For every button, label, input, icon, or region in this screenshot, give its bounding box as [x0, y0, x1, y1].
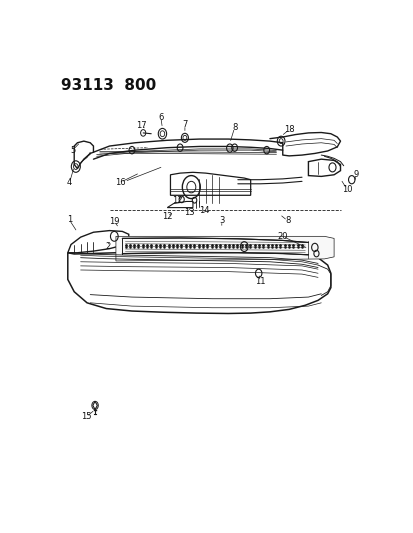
Text: 5: 5 [70, 146, 75, 155]
Text: 18: 18 [283, 125, 294, 134]
Text: 6: 6 [158, 113, 163, 122]
Text: 1: 1 [66, 215, 72, 224]
Text: 4: 4 [66, 179, 72, 188]
Text: 15: 15 [81, 413, 91, 422]
Text: 3: 3 [218, 216, 224, 225]
Text: 8: 8 [284, 216, 290, 225]
Text: 9: 9 [353, 170, 358, 179]
Text: 17: 17 [136, 121, 147, 130]
Text: 16: 16 [115, 177, 126, 187]
Text: 93113  800: 93113 800 [61, 78, 156, 93]
Text: 10: 10 [341, 184, 351, 193]
Text: 14: 14 [198, 206, 209, 215]
Text: 2: 2 [105, 242, 110, 251]
Text: 19: 19 [109, 217, 119, 226]
Text: 12: 12 [161, 212, 172, 221]
Text: 11: 11 [254, 277, 265, 286]
Text: 8: 8 [231, 123, 237, 132]
Text: 13: 13 [184, 208, 195, 217]
Text: 12: 12 [171, 196, 182, 205]
Polygon shape [116, 236, 333, 261]
Text: 7: 7 [182, 120, 187, 129]
Text: 20: 20 [277, 232, 287, 241]
